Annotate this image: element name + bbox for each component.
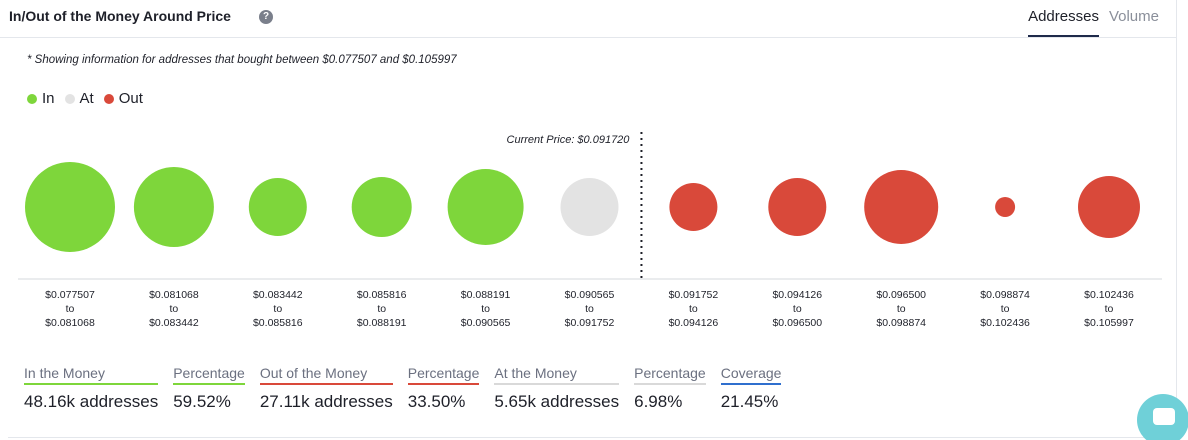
- range-from-label: $0.081068: [149, 289, 199, 301]
- legend-out-dot: [103, 93, 114, 104]
- stat-label: In the Money: [24, 365, 159, 385]
- stat-out-percentage: Percentage 33.50%: [407, 365, 480, 412]
- panel-side-border: [1176, 0, 1177, 440]
- range-end-label: $0.098874: [876, 317, 926, 329]
- legend-at-dot: [64, 93, 75, 104]
- range-end-label: $0.090565: [461, 317, 511, 329]
- legend-in-label: In: [42, 90, 55, 107]
- legend-out-label: Out: [118, 90, 143, 107]
- stat-label: Coverage: [720, 365, 782, 385]
- summary-stats: In the Money 48.16k addresses Percentage…: [24, 365, 782, 412]
- bubble-in: [447, 169, 524, 245]
- stat-label: Percentage: [173, 365, 245, 385]
- stat-label: Percentage: [634, 365, 706, 385]
- legend-item-out[interactable]: Out: [103, 90, 143, 107]
- bubble-out: [995, 197, 1016, 217]
- bubble-out: [768, 178, 827, 236]
- stat-out-of-the-money: Out of the Money 27.11k addresses: [259, 365, 393, 412]
- range-to-label: to: [793, 303, 802, 315]
- range-end-label: $0.083442: [149, 317, 199, 329]
- range-from-label: $0.094126: [772, 289, 822, 301]
- range-from-label: $0.090565: [565, 289, 615, 301]
- bubble-out: [1078, 176, 1140, 238]
- tab-volume[interactable]: Volume: [1108, 8, 1159, 25]
- stat-at-the-money: At the Money 5.65k addresses: [494, 365, 620, 412]
- range-from-label: $0.085816: [357, 289, 407, 301]
- range-from-label: $0.088191: [461, 289, 511, 301]
- widget-header: In/Out of the Money Around Price ? Addre…: [0, 0, 1176, 38]
- range-from-label: $0.077507: [45, 289, 95, 301]
- legend-item-in[interactable]: In: [27, 90, 55, 107]
- stat-value: 33.50%: [407, 392, 466, 411]
- chat-widget-button[interactable]: [1137, 394, 1188, 440]
- range-end-label: $0.088191: [357, 317, 407, 329]
- legend-item-at[interactable]: At: [64, 90, 94, 107]
- stat-in-the-money: In the Money 48.16k addresses: [24, 365, 159, 412]
- bubble-in: [351, 177, 412, 237]
- range-to-label: to: [481, 303, 490, 315]
- range-to-label: to: [273, 303, 282, 315]
- range-to-label: to: [585, 303, 594, 315]
- question-circle-icon[interactable]: ?: [259, 10, 273, 24]
- current-price-label: Current Price: $0.091720: [507, 134, 631, 146]
- range-note: * Showing information for addresses that…: [27, 54, 457, 66]
- range-end-label: $0.105997: [1084, 317, 1134, 329]
- range-to-label: to: [689, 303, 698, 315]
- range-from-label: $0.102436: [1084, 289, 1134, 301]
- range-to-label: to: [377, 303, 386, 315]
- stat-label: At the Money: [494, 365, 620, 385]
- stat-value: 6.98%: [634, 392, 683, 411]
- range-from-label: $0.098874: [980, 289, 1030, 301]
- range-end-label: $0.096500: [772, 317, 822, 329]
- panel-bottom-border: [8, 437, 1176, 438]
- bubble-in: [25, 162, 115, 252]
- range-to-label: to: [66, 303, 75, 315]
- range-end-label: $0.094126: [669, 317, 719, 329]
- range-from-label: $0.091752: [669, 289, 719, 301]
- range-to-label: to: [1105, 303, 1114, 315]
- stat-in-percentage: Percentage 59.52%: [173, 365, 245, 412]
- range-end-label: $0.085816: [253, 317, 303, 329]
- bubble-at: [560, 178, 619, 236]
- chat-bubble-icon: [1153, 408, 1175, 425]
- stat-label: Percentage: [407, 365, 480, 385]
- stat-value: 27.11k addresses: [259, 392, 393, 411]
- range-to-label: to: [170, 303, 179, 315]
- widget-title: In/Out of the Money Around Price: [9, 8, 231, 24]
- legend-in-dot: [27, 93, 37, 104]
- stat-value: 5.65k addresses: [494, 392, 620, 411]
- range-from-label: $0.096500: [876, 289, 926, 301]
- stat-value: 21.45%: [720, 392, 779, 411]
- tab-addresses[interactable]: Addresses: [1028, 8, 1099, 37]
- stat-coverage: Coverage 21.45%: [720, 365, 782, 412]
- legend-at-label: At: [79, 90, 94, 107]
- stat-at-percentage: Percentage 6.98%: [634, 365, 706, 412]
- stat-label: Out of the Money: [259, 365, 393, 385]
- bubble-chart: Current Price: $0.091720 $0.077507 to $0.08…: [18, 132, 1162, 329]
- range-end-label: $0.081068: [45, 317, 95, 329]
- range-to-label: to: [897, 303, 906, 315]
- bubble-out: [669, 183, 718, 231]
- bubble-in: [248, 178, 307, 236]
- bubble-in: [133, 167, 214, 247]
- range-to-label: to: [1001, 303, 1010, 315]
- range-from-label: $0.083442: [253, 289, 303, 301]
- bubble-out: [864, 170, 939, 244]
- stat-value: 59.52%: [173, 392, 231, 411]
- metric-tabs: Addresses Volume: [1028, 8, 1159, 37]
- chart-legend: In At Out: [27, 90, 143, 107]
- range-end-label: $0.102436: [980, 317, 1030, 329]
- range-end-label: $0.091752: [565, 317, 615, 329]
- stat-value: 48.16k addresses: [24, 392, 159, 411]
